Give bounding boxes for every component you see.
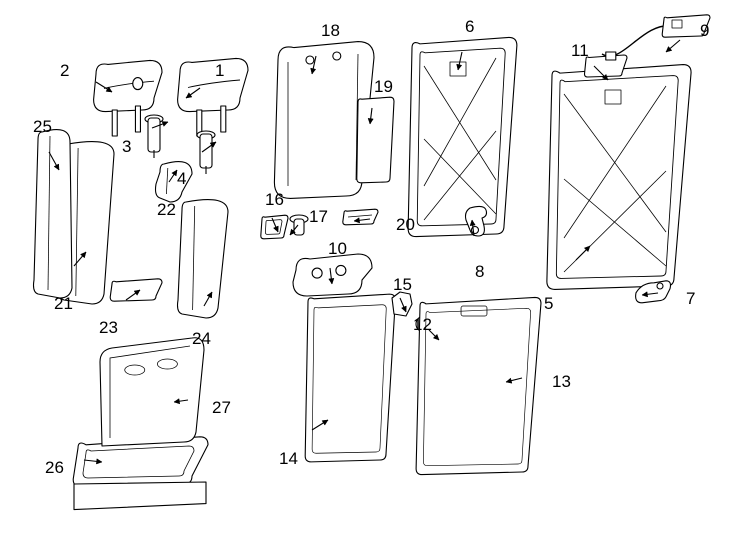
callout-6: 6 (465, 18, 474, 35)
callout-11: 11 (571, 42, 589, 59)
part-armrest-lid-27 (100, 338, 204, 446)
callout-20: 20 (396, 216, 415, 233)
callout-24: 24 (192, 330, 211, 347)
part-cable-9 (602, 15, 710, 56)
callout-23: 23 (99, 319, 118, 336)
callout-26: 26 (45, 459, 64, 476)
callout-1: 1 (215, 62, 224, 79)
callout-25: 25 (33, 118, 52, 135)
callout-7: 7 (686, 290, 695, 307)
callout-16: 16 (265, 191, 284, 208)
part-bolster-25 (34, 130, 73, 298)
part-pad-19 (357, 97, 394, 183)
callout-2: 2 (60, 62, 69, 79)
part-pocket-23 (110, 279, 162, 301)
callout-4: 4 (177, 170, 186, 187)
callout-15: 15 (393, 276, 412, 293)
callout-14: 14 (279, 450, 298, 467)
callout-13: 13 (552, 373, 571, 390)
callout-17: 17 (309, 208, 328, 225)
part-post-guide-2 (197, 131, 215, 174)
part-trim-20 (343, 209, 378, 225)
part-armrest-base-26 (73, 437, 208, 510)
part-latch-11 (585, 52, 628, 77)
part-back-frame-left (408, 37, 517, 236)
callout-21: 21 (54, 295, 73, 312)
part-post-guide-1 (145, 115, 163, 158)
part-bolster-24 (178, 200, 229, 318)
callout-12: 12 (413, 316, 432, 333)
callout-18: 18 (321, 22, 340, 39)
callout-3: 3 (122, 138, 131, 155)
callout-9: 9 (700, 22, 709, 39)
part-bezel-16 (261, 215, 288, 239)
diagram-stage: 1234567891011121314151617181920212223242… (0, 0, 734, 540)
callout-8: 8 (475, 263, 484, 280)
callout-22: 22 (157, 201, 176, 218)
callout-19: 19 (374, 78, 393, 95)
part-board-13 (416, 297, 541, 474)
callout-27: 27 (212, 399, 231, 416)
part-back-frame-right (547, 65, 691, 290)
callout-10: 10 (328, 240, 347, 257)
part-cover-10 (293, 254, 372, 296)
part-board-14 (305, 294, 395, 462)
parts-svg (0, 0, 734, 540)
callout-5: 5 (544, 295, 553, 312)
part-bolster-22 (156, 162, 193, 202)
